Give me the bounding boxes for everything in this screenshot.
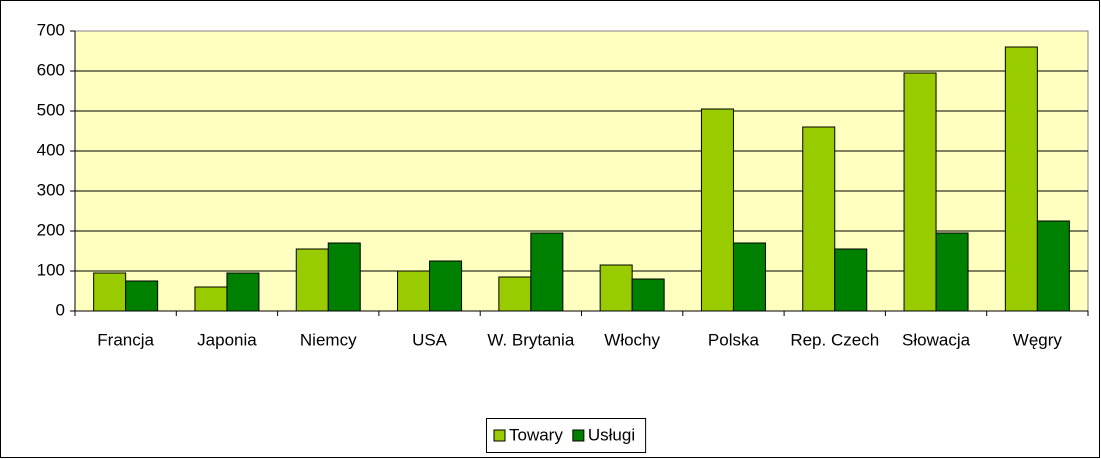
- legend-swatch: [493, 429, 506, 442]
- y-tick-label: 700: [37, 20, 65, 39]
- legend-label: Usługi: [588, 425, 635, 444]
- x-tick-label: Rep. Czech: [790, 330, 879, 349]
- x-tick-label: Polska: [708, 330, 760, 349]
- bar: [834, 248, 868, 312]
- bar: [93, 272, 127, 312]
- x-tick-label: Niemcy: [300, 330, 357, 349]
- bar: [327, 242, 361, 312]
- bar: [295, 248, 329, 312]
- bar: [194, 286, 228, 312]
- bar: [125, 280, 159, 312]
- bar: [631, 278, 665, 312]
- y-tick-label: 400: [37, 140, 65, 159]
- bar: [935, 232, 969, 312]
- bar: [498, 276, 532, 312]
- y-tick-label: 500: [37, 100, 65, 119]
- x-tick-label: W. Brytania: [487, 330, 574, 349]
- y-tick-label: 600: [37, 60, 65, 79]
- x-tick-label: Japonia: [197, 330, 257, 349]
- bar: [903, 72, 937, 312]
- x-tick-label: Francja: [97, 330, 154, 349]
- bar: [226, 272, 260, 312]
- legend-swatch: [572, 429, 585, 442]
- x-tick-label: Włochy: [604, 330, 660, 349]
- bar: [599, 264, 633, 312]
- bar: [1036, 220, 1070, 312]
- x-tick-label: Węgry: [1013, 330, 1063, 349]
- bar: [802, 126, 836, 312]
- bar: [1004, 46, 1038, 312]
- y-tick-label: 100: [37, 260, 65, 279]
- bar: [732, 242, 766, 312]
- y-tick-label: 200: [37, 220, 65, 239]
- y-tick-label: 0: [56, 300, 65, 319]
- bar: [397, 270, 431, 312]
- y-tick-label: 300: [37, 180, 65, 199]
- x-tick-label: Słowacja: [902, 330, 971, 349]
- legend-box: [486, 418, 647, 453]
- x-tick-label: USA: [412, 330, 448, 349]
- bar: [700, 108, 734, 312]
- legend-label: Towary: [509, 425, 563, 444]
- bar: [429, 260, 463, 312]
- bar: [530, 232, 564, 312]
